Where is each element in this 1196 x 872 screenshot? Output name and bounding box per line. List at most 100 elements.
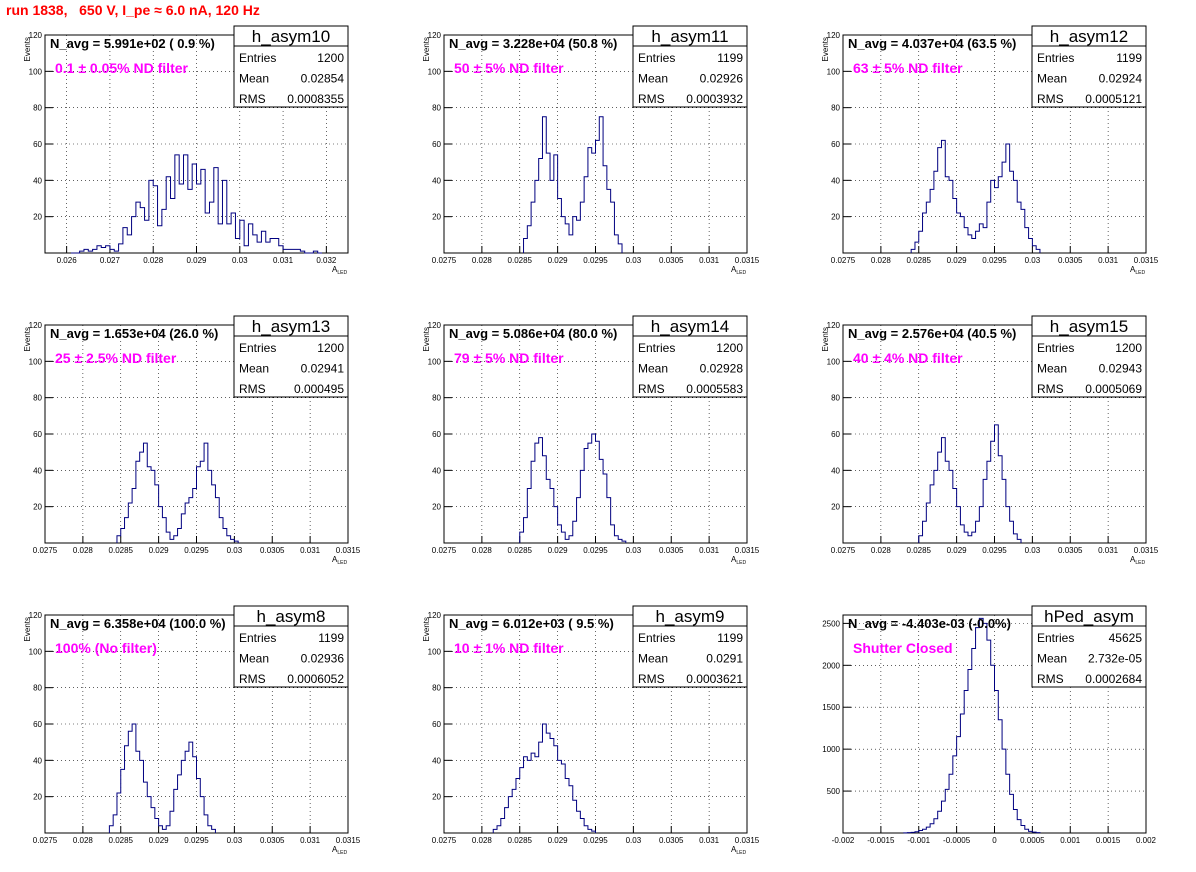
x-tick-label: 0.028: [143, 256, 164, 265]
stat-label-rms: RMS: [638, 382, 665, 396]
y-axis-label: Events: [821, 37, 830, 61]
x-tick-label: 0.0275: [432, 836, 457, 845]
x-tick-label: 0.0305: [659, 836, 684, 845]
x-tick-label: 0.0285: [508, 836, 533, 845]
x-tick-label: 0.0295: [184, 836, 209, 845]
y-tick-label: 80: [33, 394, 42, 403]
x-tick-label: 0.0015: [1096, 836, 1121, 845]
x-tick-label: 0.0315: [1134, 546, 1159, 555]
y-tick-label: 80: [33, 684, 42, 693]
x-tick-label: 0.0285: [109, 836, 134, 845]
y-tick-label: 40: [432, 176, 441, 185]
n-avg-label: N_avg = 5.086e+04 (80.0 %): [449, 326, 617, 341]
y-axis-label: Events: [422, 617, 431, 641]
x-tick-label: 0.031: [699, 546, 720, 555]
filter-label: 25 ± 2.5% ND filter: [55, 350, 177, 366]
x-tick-label: -0.001: [907, 836, 930, 845]
y-tick-label: 20: [432, 503, 441, 512]
x-axis-label: ALED: [731, 555, 746, 566]
n-avg-label: N_avg = 4.037e+04 (63.5 %): [848, 36, 1016, 51]
stat-label-entries: Entries: [239, 51, 276, 65]
stat-label-mean: Mean: [638, 72, 668, 86]
y-tick-label: 40: [33, 466, 42, 475]
y-tick-label: 60: [33, 720, 42, 729]
y-tick-label: 40: [33, 176, 42, 185]
x-tick-label: 0.0275: [33, 836, 58, 845]
histogram-line: [492, 723, 596, 833]
stat-value-entries: 1200: [317, 51, 344, 65]
x-axis-label: ALED: [731, 265, 746, 276]
x-tick-label: -0.0005: [943, 836, 971, 845]
x-tick-label: 0.0305: [1058, 256, 1083, 265]
hist-name: h_asym13: [252, 317, 330, 336]
stats-box: h_asym10 Entries 1200 Mean 0.02854 RMS 0.00083…: [233, 25, 349, 108]
x-tick-label: 0.031: [699, 836, 720, 845]
x-tick-label: 0.03: [626, 836, 642, 845]
x-tick-label: 0.028: [871, 546, 892, 555]
x-tick-label: 0.031: [300, 546, 321, 555]
x-tick-label: 0: [992, 836, 997, 845]
x-tick-label: 0.0285: [907, 256, 932, 265]
x-tick-label: 0.0305: [260, 836, 285, 845]
x-axis-label: ALED: [332, 555, 347, 566]
y-tick-label: 2500: [822, 619, 840, 628]
y-tick-label: 120: [428, 321, 442, 330]
x-axis-label-sub: LED: [1135, 270, 1145, 276]
stats-box: hPed_asym Entries 45625 Mean 2.732e-05 RMS 0.0…: [1031, 605, 1147, 688]
stat-label-rms: RMS: [239, 672, 266, 686]
x-tick-label: 0.031: [699, 256, 720, 265]
x-tick-label: 0.029: [186, 256, 207, 265]
stat-label-entries: Entries: [638, 51, 675, 65]
histogram-line: [918, 424, 1022, 543]
histogram-panel-h_asym9: 0.0275 0.028 0.0285 0.029 0.0295 0.03 0.0305 0.…: [422, 605, 760, 856]
x-tick-label: 0.028: [871, 256, 892, 265]
x-tick-label: 0.029: [947, 546, 968, 555]
y-tick-label: 1500: [822, 703, 840, 712]
y-tick-label: 20: [432, 793, 441, 802]
stats-box-frame: [1031, 315, 1147, 398]
filter-label: 0.1 ± 0.05% ND filter: [55, 60, 189, 76]
y-axis-label: Events: [422, 37, 431, 61]
y-tick-label: 40: [432, 756, 441, 765]
y-tick-label: 80: [831, 394, 840, 403]
hist-name: h_asym12: [1050, 27, 1128, 46]
x-tick-label: 0.0275: [432, 546, 457, 555]
y-tick-label: 40: [831, 176, 840, 185]
stat-value-rms: 0.0003932: [686, 92, 743, 106]
x-tick-label: 0.0295: [583, 836, 608, 845]
hist-name: h_asym10: [252, 27, 330, 46]
x-tick-label: 0.027: [100, 256, 121, 265]
y-tick-label: 60: [831, 430, 840, 439]
y-tick-label: 80: [432, 684, 441, 693]
x-tick-label: 0.0285: [907, 546, 932, 555]
stat-value-entries: 1199: [717, 631, 743, 645]
histogram-panel-h_asym10: 0.026 0.027 0.028 0.029 0.03 0.031 0.032 20 40 60…: [23, 25, 349, 276]
stats-box: h_asym14 Entries 1200 Mean 0.02928 RMS 0.00055…: [632, 315, 748, 398]
page-title: run 1838, 650 V, I_pe ≈ 6.0 nA, 120 Hz: [6, 2, 260, 18]
x-tick-label: 0.0295: [982, 256, 1007, 265]
hist-name: h_asym11: [651, 27, 728, 46]
x-tick-label: -0.0015: [867, 836, 895, 845]
stat-value-entries: 1200: [716, 341, 743, 355]
x-tick-label: 0.0275: [33, 546, 58, 555]
y-tick-label: 80: [831, 104, 840, 113]
y-tick-label: 60: [432, 140, 441, 149]
filter-label: 10 ± 1% ND filter: [454, 640, 564, 656]
y-tick-label: 100: [428, 357, 442, 366]
x-axis-label: ALED: [332, 265, 347, 276]
y-axis-label: Events: [23, 327, 32, 351]
stats-box-frame: [233, 315, 349, 398]
stat-label-entries: Entries: [638, 631, 675, 645]
y-tick-label: 80: [432, 104, 441, 113]
x-tick-label: 0.032: [316, 256, 337, 265]
y-axis-label: Events: [821, 327, 830, 351]
y-axis-label: Events: [422, 327, 431, 351]
y-tick-label: 20: [432, 213, 441, 222]
y-tick-label: 60: [432, 430, 441, 439]
n-avg-label: N_avg = 3.228e+04 (50.8 %): [449, 36, 617, 51]
x-tick-label: 0.0285: [508, 546, 533, 555]
stat-label-entries: Entries: [1037, 341, 1074, 355]
x-tick-label: 0.0295: [184, 546, 209, 555]
stat-value-entries: 1200: [317, 341, 344, 355]
